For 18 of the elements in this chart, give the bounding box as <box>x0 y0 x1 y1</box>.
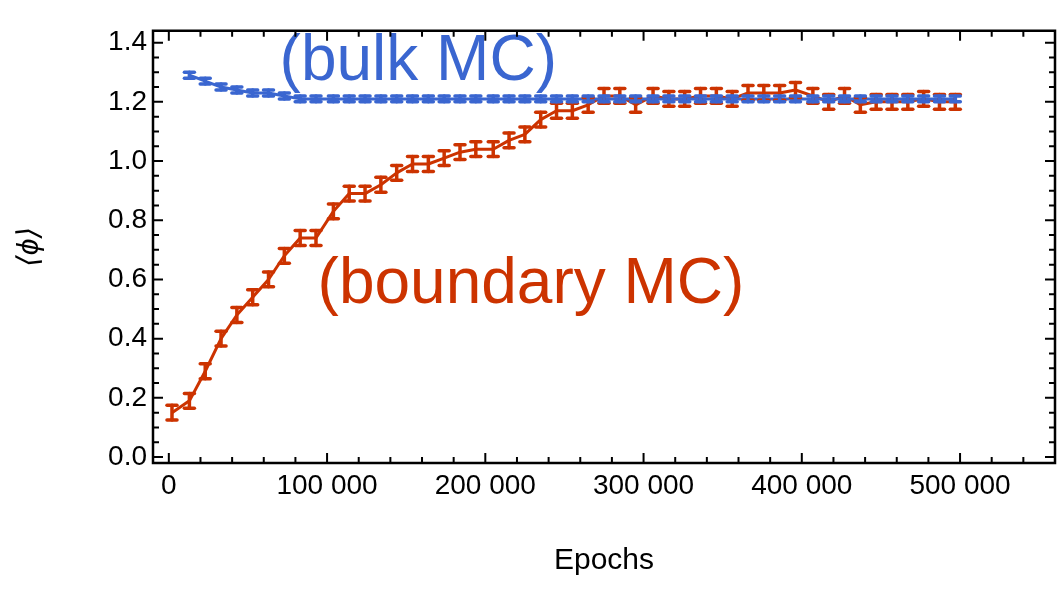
y-tick-label: 0.4 <box>108 321 147 353</box>
y-tick-label: 0.8 <box>108 202 147 234</box>
x-tick-label: 300 000 <box>592 468 695 500</box>
x-axis-title: Epochs <box>553 542 655 576</box>
x-tick-label: 500 000 <box>909 468 1011 500</box>
y-tick-label: 0.0 <box>108 439 147 471</box>
x-tick-label: 0 <box>161 468 177 500</box>
series-label: (boundary MC) <box>317 245 745 318</box>
y-tick-label: 1.0 <box>108 143 147 175</box>
y-tick-label: 0.2 <box>108 380 147 412</box>
y-axis-title: ⟨ϕ⟩ <box>11 226 45 267</box>
x-tick-label: 400 000 <box>751 468 853 500</box>
y-tick-label: 0.6 <box>108 262 147 294</box>
x-tick-label: 200 000 <box>434 468 536 500</box>
y-tick-label: 1.4 <box>108 25 147 57</box>
series-label: (bulk MC) <box>279 21 557 94</box>
y-tick-label: 1.2 <box>108 84 147 116</box>
x-tick-label: 100 000 <box>276 468 378 500</box>
